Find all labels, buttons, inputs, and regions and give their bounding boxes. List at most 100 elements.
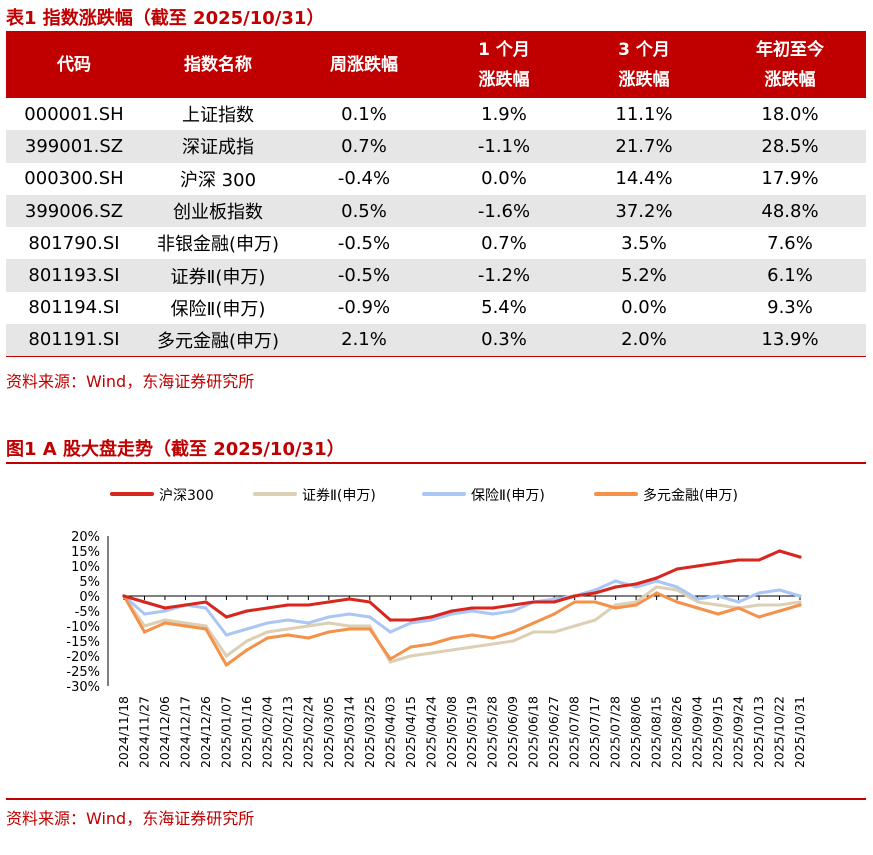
data-point (224, 663, 228, 667)
cell-3m: 5.2% (621, 265, 667, 287)
cell-ytd: 28.5% (761, 135, 819, 157)
legend-label: 证券Ⅱ(申万) (302, 488, 376, 504)
data-point (327, 621, 331, 625)
data-point (327, 630, 331, 634)
data-point (286, 618, 290, 622)
series-line-0 (122, 549, 802, 622)
cell-code: 000001.SH (24, 103, 124, 125)
data-point (388, 657, 392, 661)
figure-title: 图1 A 股大盘走势（截至 2025/10/31） (6, 439, 345, 460)
figure-source-note: 资料来源：Wind，东海证券研究所 (6, 809, 255, 828)
data-point (450, 609, 454, 613)
data-point (573, 600, 577, 604)
cell-3m: 0.0% (621, 297, 667, 319)
data-point (736, 558, 741, 562)
legend-label: 沪深300 (159, 488, 214, 504)
cell-1m: 0.0% (481, 168, 527, 190)
data-point (491, 612, 495, 616)
data-point (142, 612, 147, 616)
data-point (777, 609, 782, 613)
data-point (429, 615, 433, 619)
data-point (491, 636, 495, 640)
cell-1m: -1.6% (477, 200, 531, 222)
data-point (286, 633, 290, 637)
x-tick-label: 2025/06/18 (526, 696, 541, 768)
x-tick-label: 2025/03/25 (362, 696, 377, 768)
data-point (347, 627, 351, 631)
cell-1m: 0.7% (481, 232, 527, 254)
y-tick-label: 5% (79, 575, 100, 590)
header-code: 代码 (57, 54, 91, 75)
table-row: 801790.SI 非银金融(申万) -0.5% 0.7% 3.5% 7.6% (6, 227, 866, 259)
table-source-note: 资料来源：Wind，东海证券研究所 (6, 372, 255, 391)
cell-code: 399001.SZ (24, 135, 124, 157)
data-point (798, 594, 802, 598)
x-tick-label: 2025/09/15 (710, 696, 725, 768)
series-line-1 (122, 585, 802, 664)
x-tick-label: 2025/07/28 (608, 696, 623, 768)
cell-3m: 3.5% (621, 232, 667, 254)
data-point (409, 618, 413, 622)
data-point (675, 567, 679, 571)
x-tick-label: 2024/11/18 (116, 696, 131, 768)
data-point (634, 603, 638, 607)
cell-name: 非银金融(申万) (156, 234, 280, 256)
x-tick-label: 2025/08/06 (628, 696, 643, 768)
table-row: 801193.SI 证券Ⅱ(申万) -0.5% -1.2% 5.2% 6.1% (6, 259, 866, 292)
data-point (142, 600, 147, 604)
data-point (306, 603, 310, 607)
data-point (696, 564, 700, 568)
data-point (163, 621, 167, 625)
data-point (511, 603, 515, 607)
data-point (183, 624, 188, 628)
y-tick-label: -30% (66, 680, 100, 695)
data-point (245, 648, 249, 652)
cell-code: 801194.SI (28, 297, 120, 319)
data-point (777, 603, 782, 607)
data-point (183, 603, 188, 607)
data-point (532, 621, 536, 625)
header-ytd-change: 年初至今 涨跌幅 (756, 39, 824, 90)
cell-ytd: 48.8% (761, 200, 819, 222)
data-point (511, 609, 515, 613)
header-1m-change: 1 个月 涨跌幅 (478, 39, 530, 90)
header-weekly-change: 周涨跌幅 (330, 54, 398, 75)
cell-1m: 0.3% (481, 329, 527, 351)
data-point (552, 597, 556, 601)
cell-weekly: 0.7% (341, 135, 387, 157)
cell-code: 801790.SI (28, 232, 120, 254)
data-point (409, 645, 413, 649)
data-point (757, 558, 761, 562)
x-tick-label: 2025/05/08 (444, 696, 459, 768)
data-point (552, 612, 556, 616)
x-tick-label: 2025/05/19 (464, 696, 479, 768)
x-tick-label: 2025/09/04 (690, 696, 705, 768)
data-point (777, 588, 782, 592)
data-point (757, 615, 761, 619)
x-tick-label: 2025/02/13 (280, 696, 295, 768)
y-tick-label: -5% (75, 605, 100, 620)
data-point (716, 594, 720, 598)
data-point (491, 642, 495, 646)
data-point (675, 600, 679, 604)
data-point (429, 618, 433, 622)
data-point (470, 609, 474, 613)
data-point (388, 618, 392, 622)
y-tick-label: 15% (71, 545, 100, 560)
index-change-table: 代码 指数名称 周涨跌幅 1 个月 涨跌幅 3 个月 涨跌幅 年初至今 涨跌幅 000… (6, 31, 866, 357)
x-tick-label: 2024/12/06 (157, 696, 172, 768)
data-point (163, 609, 167, 613)
data-point (573, 594, 577, 598)
data-point (368, 624, 372, 628)
x-tick-label: 2025/09/24 (731, 696, 746, 768)
data-point (634, 582, 638, 586)
data-point (757, 591, 761, 595)
y-tick-label: -10% (66, 620, 100, 635)
cell-weekly: -0.9% (337, 297, 391, 319)
series-line-2 (122, 579, 802, 637)
cell-1m: 1.9% (481, 103, 527, 125)
x-tick-label: 2025/07/08 (567, 696, 582, 768)
x-tick-label: 2025/04/15 (403, 696, 418, 768)
data-point (675, 585, 679, 589)
header-3m-change: 3 个月 涨跌幅 (618, 39, 670, 90)
